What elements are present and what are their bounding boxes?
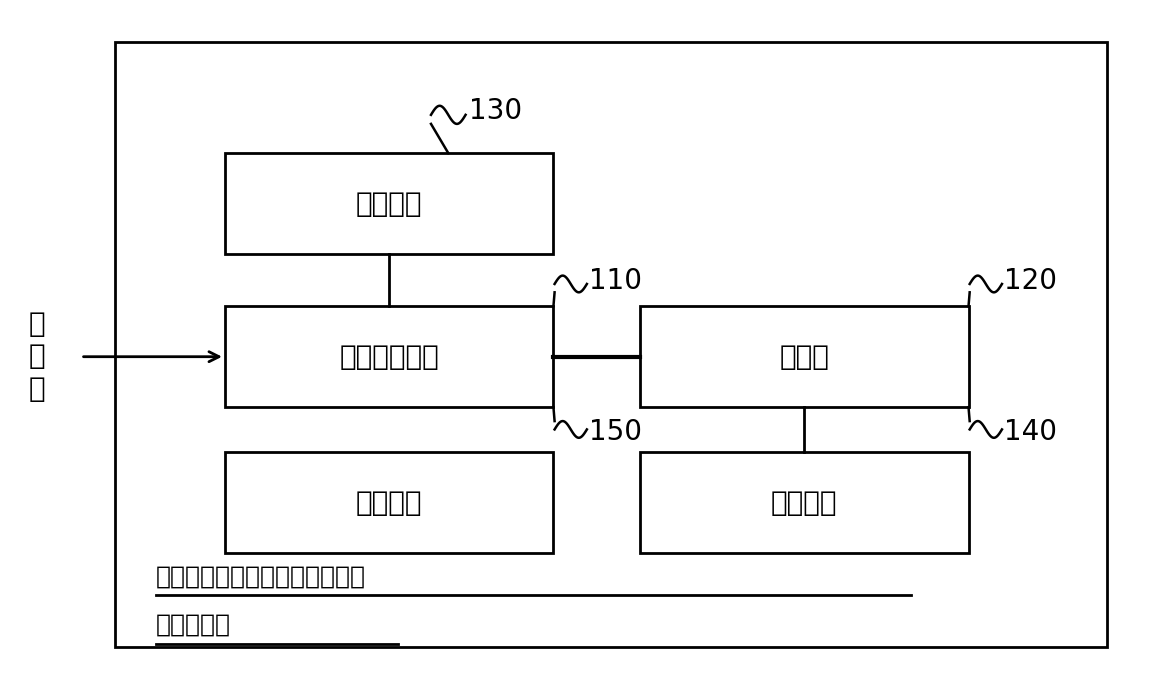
Text: 140: 140 — [1004, 418, 1057, 446]
Bar — [225, 153, 553, 254]
Bar — [225, 306, 553, 407]
Text: 控一种装置: 控一种装置 — [156, 613, 231, 637]
Text: 150: 150 — [589, 418, 642, 446]
Text: 120: 120 — [1004, 267, 1057, 295]
Text: 平面波导芯片: 平面波导芯片 — [339, 342, 439, 371]
Bar — [225, 452, 553, 553]
Bar — [640, 306, 969, 407]
Bar — [115, 42, 1107, 647]
Bar — [640, 452, 969, 553]
Text: 光
信
号: 光 信 号 — [29, 310, 45, 403]
Text: 电源电路: 电源电路 — [356, 489, 422, 517]
Text: 热敏电阻: 热敏电阻 — [356, 189, 422, 218]
Text: 控制芯片: 控制芯片 — [771, 489, 837, 517]
Text: 用于波分复用传输网络中波长监: 用于波分复用传输网络中波长监 — [156, 564, 366, 588]
Text: 130: 130 — [469, 97, 522, 125]
Text: 110: 110 — [589, 267, 642, 295]
Text: 探测器: 探测器 — [779, 342, 829, 371]
